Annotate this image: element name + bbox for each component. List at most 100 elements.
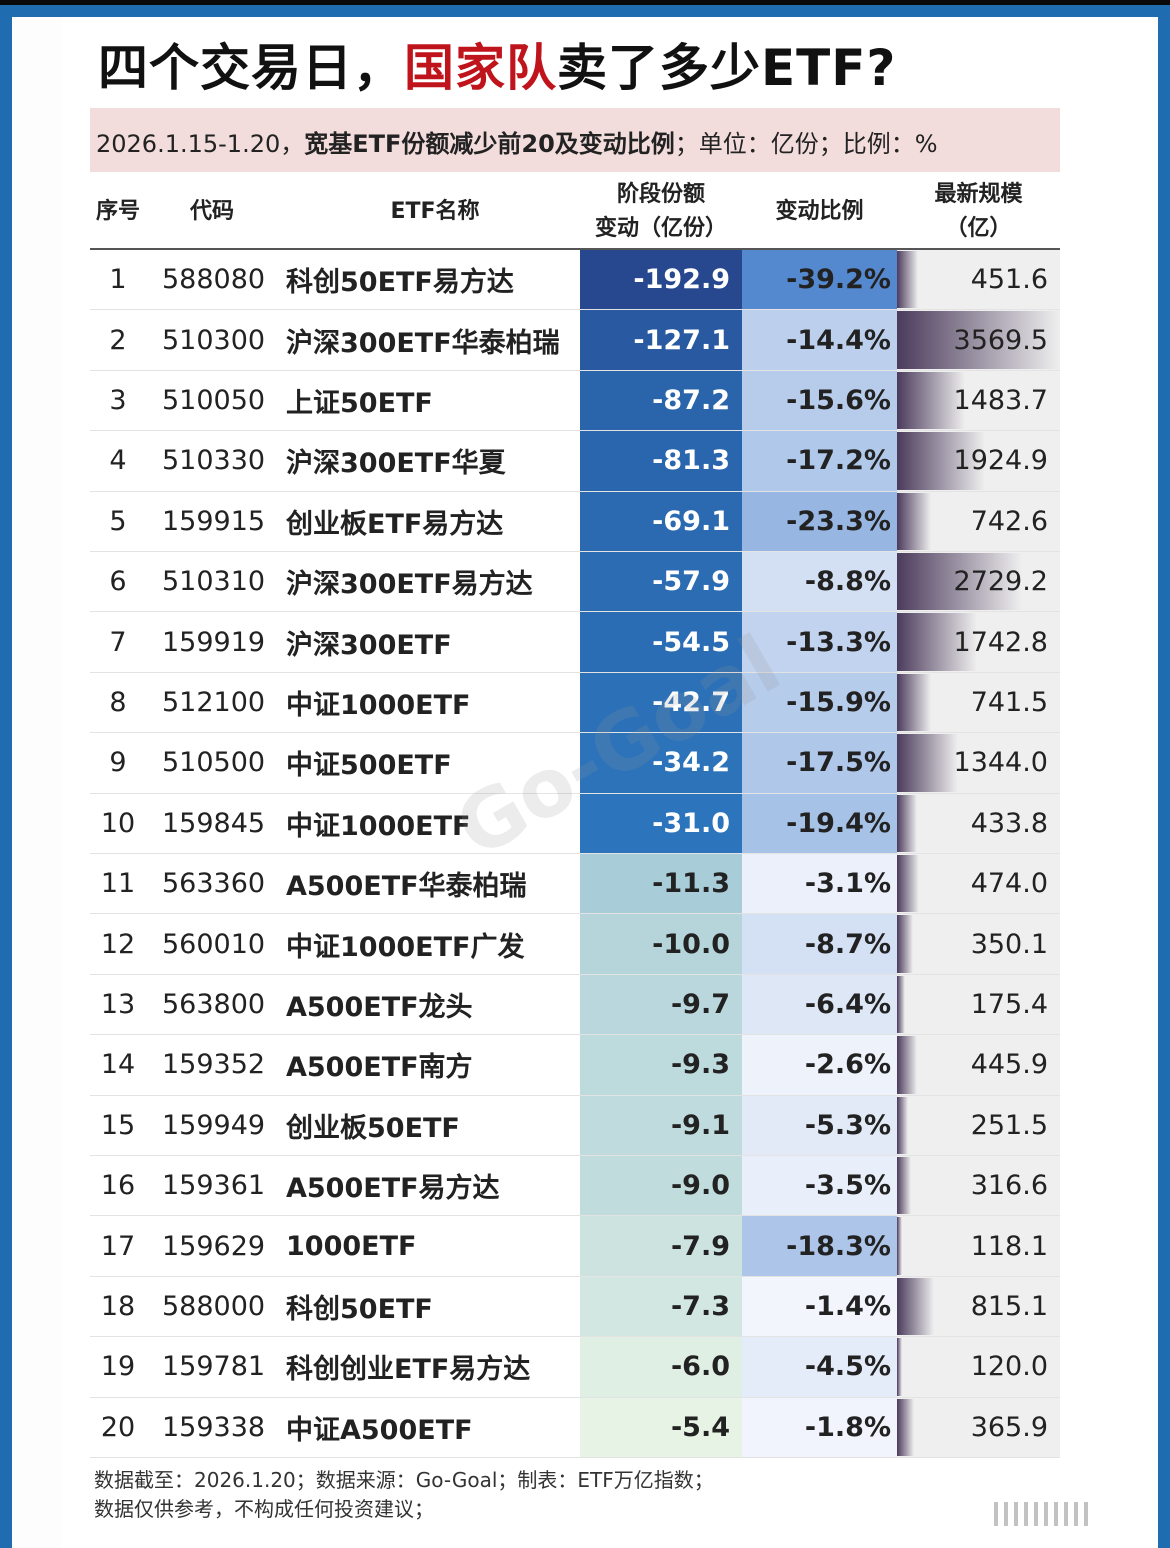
cell-code: 560010 (162, 928, 266, 960)
cell-name: 中证1000ETF (286, 810, 471, 842)
header-code: 代码 (189, 198, 234, 224)
subtitle-bar: 2026.1.15-1.20，宽基ETF份额减少前20及变动比例；单位：亿份；比… (90, 108, 1060, 172)
cell-change: -192.9 (580, 250, 742, 310)
cell-code: 159915 (162, 505, 266, 537)
scale-data-bar (897, 553, 1022, 611)
subtitle-units: ；单位：亿份；比例：% (674, 130, 938, 158)
logo-icon (994, 1494, 1144, 1526)
cell-ratio: -3.5% (742, 1156, 897, 1216)
scale-data-bar (897, 855, 919, 913)
cell-seq: 9 (109, 747, 127, 779)
cell-scale: 1924.9 (897, 431, 1060, 491)
table-row: 16 159361 A500ETF易方达 -9.0 -3.5% 316.6 (90, 1156, 1060, 1217)
table-row: 7 159919 沪深300ETF -54.5 -13.3% 1742.8 (90, 612, 1060, 673)
scale-data-bar (897, 1398, 914, 1456)
cell-name: 科创创业ETF易方达 (286, 1354, 531, 1386)
cell-code: 563360 (162, 868, 266, 900)
scale-value: 451.6 (970, 264, 1048, 296)
cell-seq: 7 (109, 626, 127, 658)
scale-value: 741.5 (970, 686, 1048, 718)
cell-scale: 1344.0 (897, 733, 1060, 793)
scale-value: 1483.7 (953, 384, 1048, 416)
scale-value: 175.4 (970, 988, 1048, 1020)
cell-change: -87.2 (580, 370, 742, 431)
cell-scale: 175.4 (897, 974, 1060, 1035)
cell-scale: 118.1 (897, 1216, 1060, 1276)
cell-name: 科创50ETF易方达 (286, 267, 514, 299)
scale-value: 474.0 (970, 868, 1048, 900)
cell-seq: 16 (100, 1170, 136, 1202)
scale-data-bar (897, 975, 905, 1034)
cell-code: 159629 (162, 1230, 266, 1262)
cell-seq: 12 (100, 928, 136, 960)
cell-name: A500ETF南方 (286, 1052, 473, 1084)
cell-ratio: -2.6% (742, 1035, 897, 1095)
cell-scale: 316.6 (897, 1156, 1060, 1216)
table-row: 17 159629 1000ETF -7.9 -18.3% 118.1 (90, 1216, 1060, 1277)
table-row: 10 159845 中证1000ETF -31.0 -19.4% 433.8 (90, 793, 1060, 854)
cell-change: -5.4 (580, 1397, 742, 1457)
scale-data-bar (897, 311, 1060, 369)
scale-data-bar (897, 251, 918, 309)
table-header: 序号 代码 ETF名称 阶段份额 变动（亿份） 变动比例 最新规模（亿） (90, 175, 1060, 250)
top-strip (0, 0, 1170, 5)
cell-code: 159845 (162, 807, 266, 839)
cell-code: 588000 (162, 1290, 266, 1322)
cell-ratio: -6.4% (742, 974, 897, 1035)
cell-scale: 741.5 (897, 672, 1060, 733)
cell-ratio: -15.9% (742, 672, 897, 733)
cell-scale: 251.5 (897, 1095, 1060, 1155)
cell-name: A500ETF龙头 (286, 991, 473, 1023)
cell-ratio: -39.2% (742, 250, 897, 310)
table-row: 2 510300 沪深300ETF华泰柏瑞 -127.1 -14.4% 3569.5 (90, 310, 1060, 371)
cell-code: 512100 (162, 686, 266, 718)
cell-ratio: -8.7% (742, 914, 897, 974)
scale-value: 120.0 (970, 1351, 1048, 1383)
cell-seq: 4 (109, 445, 127, 477)
header-name: ETF名称 (390, 198, 480, 224)
header-change: 阶段份额 变动（亿份） (580, 175, 742, 248)
cell-code: 159919 (162, 626, 266, 658)
cell-seq: 14 (100, 1049, 136, 1081)
cell-name: A500ETF华泰柏瑞 (286, 871, 527, 903)
cell-code: 588080 (162, 264, 266, 296)
cell-scale: 3569.5 (897, 310, 1060, 370)
scale-data-bar (897, 1036, 918, 1094)
cell-change: -7.9 (580, 1216, 742, 1276)
cell-code: 510310 (162, 566, 266, 598)
cell-seq: 6 (109, 566, 127, 598)
cell-ratio: -15.6% (742, 370, 897, 431)
table-row: 6 510310 沪深300ETF易方达 -57.9 -8.8% 2729.2 (90, 552, 1060, 613)
cell-ratio: -1.4% (742, 1276, 897, 1337)
cell-code: 510300 (162, 324, 266, 356)
scale-value: 1742.8 (953, 626, 1048, 658)
cell-name: A500ETF易方达 (286, 1173, 500, 1205)
scale-data-bar (897, 1338, 903, 1396)
subtitle-period: 2026.1.15-1.20， (96, 130, 305, 158)
cell-scale: 365.9 (897, 1397, 1060, 1457)
cell-seq: 8 (109, 686, 127, 718)
scale-value: 118.1 (970, 1230, 1048, 1262)
cell-ratio: -1.8% (742, 1397, 897, 1457)
header-scale: 最新规模（亿） (897, 175, 1060, 248)
cell-name: 中证500ETF (286, 750, 452, 782)
scale-data-bar (897, 613, 977, 671)
cell-scale: 445.9 (897, 1035, 1060, 1095)
cell-seq: 19 (100, 1351, 136, 1383)
cell-seq: 10 (100, 807, 136, 839)
scale-data-bar (897, 734, 959, 792)
footer: 数据截至：2026.1.20；数据来源：Go-Goal；制表：ETF万亿指数； … (94, 1466, 714, 1524)
cell-code: 563800 (162, 988, 266, 1020)
cell-ratio: -8.8% (742, 552, 897, 612)
cell-code: 159338 (162, 1411, 266, 1443)
cell-scale: 451.6 (897, 250, 1060, 310)
scale-data-bar (897, 1277, 935, 1336)
table-row: 12 560010 中证1000ETF广发 -10.0 -8.7% 350.1 (90, 914, 1060, 975)
cell-name: 1000ETF (286, 1230, 417, 1262)
cell-change: -69.1 (580, 491, 742, 551)
table-row: 13 563800 A500ETF龙头 -9.7 -6.4% 175.4 (90, 974, 1060, 1036)
scale-value: 365.9 (970, 1411, 1048, 1443)
cell-seq: 13 (100, 988, 136, 1020)
cell-change: -7.3 (580, 1276, 742, 1337)
cell-change: -54.5 (580, 612, 742, 672)
